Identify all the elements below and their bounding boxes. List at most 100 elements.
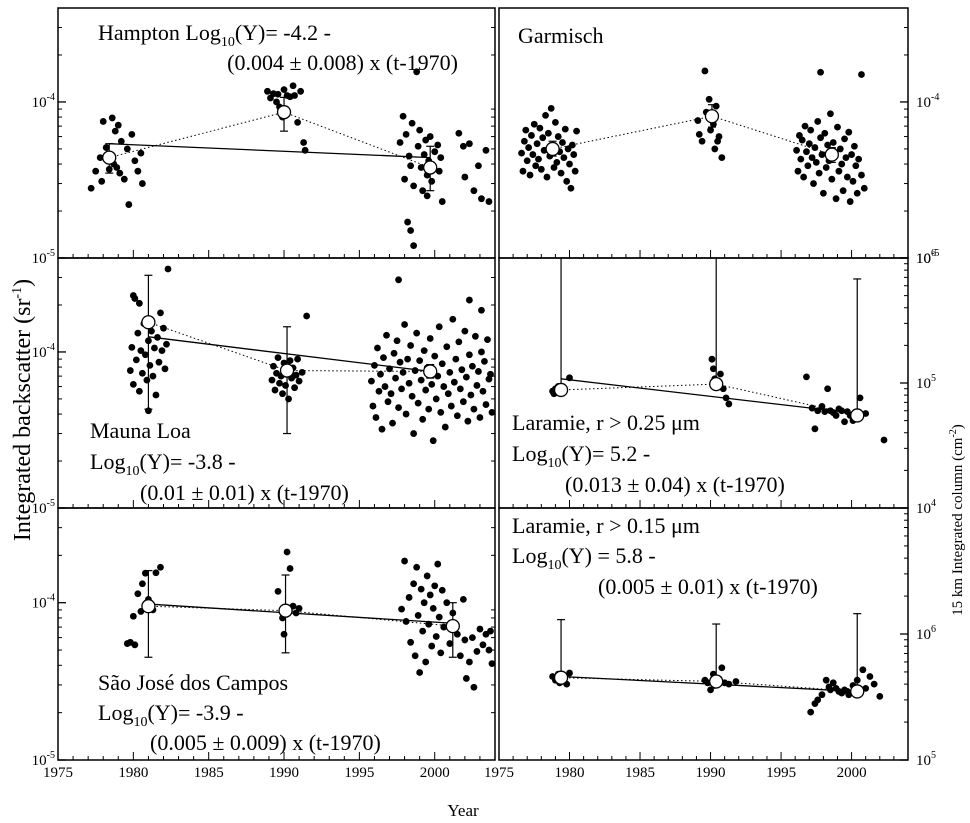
data-point [559, 139, 566, 146]
y-tick-label: 10-4 [32, 92, 55, 111]
data-point [829, 679, 837, 687]
data-point [525, 144, 533, 151]
data-point [92, 167, 100, 175]
data-point [522, 126, 530, 134]
data-point [487, 370, 494, 378]
data-point [143, 376, 151, 384]
data-point [289, 82, 297, 90]
data-point [422, 386, 430, 394]
data-point [426, 133, 434, 140]
data-point [134, 167, 142, 175]
means-dotted-line [552, 115, 832, 156]
data-point [402, 410, 410, 418]
data-point [129, 292, 137, 299]
data-point [707, 686, 714, 694]
trend-line [560, 378, 858, 415]
means-dotted-line [148, 321, 431, 372]
data-point [405, 152, 413, 160]
data-point [160, 324, 167, 332]
data-point [478, 306, 485, 314]
data-point [413, 563, 421, 571]
data-point [368, 377, 375, 385]
y-tick-label: 105 [916, 750, 936, 769]
data-point [384, 398, 392, 406]
data-point [298, 368, 306, 376]
data-point [841, 135, 848, 143]
data-point [698, 137, 706, 145]
data-point [838, 407, 846, 415]
data-point [148, 327, 155, 335]
data-point [485, 198, 493, 205]
data-point [428, 177, 436, 185]
data-point [383, 331, 390, 339]
data-point [827, 686, 834, 694]
data-point [455, 338, 463, 346]
trend-line [109, 143, 431, 159]
data-point [407, 227, 415, 234]
panel-equation: Log10(Y) = 5.8 - [512, 543, 656, 573]
data-point [437, 408, 445, 416]
data-point [443, 343, 451, 351]
data-point [568, 141, 576, 149]
data-point [137, 149, 145, 157]
data-point [280, 86, 288, 93]
data-point [416, 357, 424, 365]
data-point [372, 414, 380, 421]
left-axis-title: Integrated backscatter (sr-1) [10, 279, 36, 541]
panel-equation: (0.005 ± 0.009) x (t-1970) [150, 730, 381, 755]
data-point [543, 173, 551, 181]
means-dotted-line [561, 677, 858, 692]
data-point [807, 708, 815, 716]
panel-laramie-015: 105 106 1975 1980 1985 1990 1995 2000 Laramie, r… [484, 507, 936, 781]
data-point [533, 140, 541, 148]
panel-mauna-loa: 10-5 10-4 Mauna Loa Log10(Y)= -3.8 -(0.01 ±… [32, 257, 496, 517]
data-point [539, 134, 547, 142]
data-point [478, 195, 485, 203]
data-point [828, 175, 836, 183]
data-point [472, 332, 479, 340]
data-point [852, 162, 860, 170]
y-tick-label: 10-4 [916, 92, 939, 111]
x-tick-label: 1985 [625, 765, 655, 781]
data-point [401, 175, 408, 183]
data-point [99, 118, 107, 125]
data-point [529, 151, 537, 158]
data-point [537, 165, 545, 173]
x-tick-label: 2000 [420, 765, 450, 781]
data-point [725, 400, 733, 408]
panel-title: Laramie, r > 0.15 μm [512, 513, 700, 538]
data-point [131, 157, 139, 165]
x-tick-label: 1980 [555, 765, 585, 781]
data-point [479, 387, 487, 395]
data-point [470, 405, 478, 413]
data-point [149, 372, 157, 380]
data-point [432, 395, 440, 403]
data-point [417, 376, 425, 384]
data-point [518, 149, 525, 157]
mean-marker [141, 599, 156, 614]
data-point [413, 68, 421, 76]
data-point [401, 557, 408, 565]
data-point [416, 669, 424, 676]
data-point [434, 141, 442, 149]
data-point [732, 678, 740, 685]
data-point [417, 164, 425, 171]
data-point [138, 369, 146, 377]
data-point [481, 357, 488, 365]
data-point [859, 666, 867, 674]
means-dotted-line [109, 111, 431, 168]
data-point [137, 347, 145, 355]
data-point [821, 408, 829, 416]
data-point [528, 132, 535, 139]
x-tick-label: 1975 [43, 765, 73, 781]
data-point [268, 376, 276, 384]
data-point [405, 379, 413, 387]
data-point [380, 354, 387, 362]
mean-marker [279, 363, 295, 378]
data-point [408, 392, 416, 400]
data-point [455, 129, 463, 137]
panel-frame [498, 507, 909, 761]
y-tick-label: 105 [916, 373, 936, 392]
data-point [711, 145, 719, 153]
data-point [542, 112, 549, 119]
